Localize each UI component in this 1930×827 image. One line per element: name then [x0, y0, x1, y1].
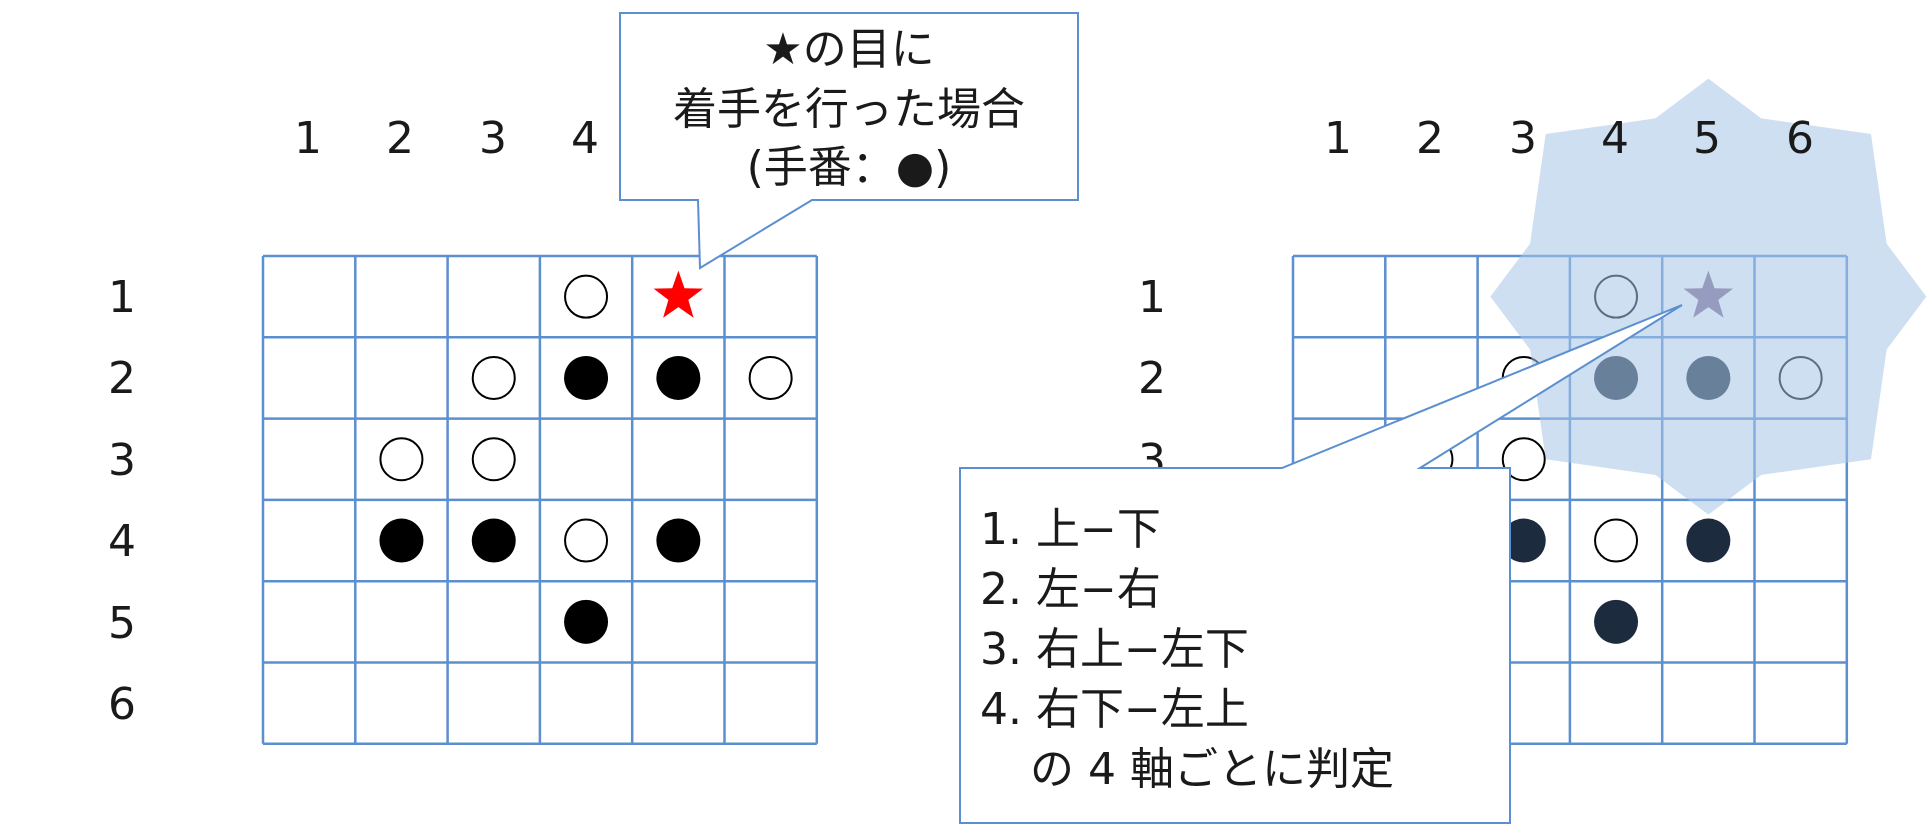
left-row-label-5: 5: [108, 598, 136, 649]
white-stone-icon: [471, 355, 516, 400]
left-stones: [379, 270, 793, 644]
right-row-label-1: 1: [1138, 272, 1166, 323]
left-board: 1 2 3 4 1 2 3 4 5 6: [108, 113, 819, 746]
left-col-label-3: 3: [479, 113, 507, 164]
left-grid: [261, 254, 819, 746]
left-callout-line-3: (手番：●): [747, 142, 952, 193]
right-col-label-4: 4: [1601, 113, 1629, 164]
right-column-labels: 1 2 3: [1324, 113, 1537, 164]
left-col-label-4: 4: [571, 113, 599, 164]
black-stone-icon: [564, 355, 609, 400]
left-callout-box: [619, 12, 1079, 270]
right-callout-line-1: 1. 上−下: [980, 504, 1161, 555]
right-column-labels-overlay: 4 5 6: [1601, 113, 1814, 164]
black-stone-icon: [656, 355, 701, 400]
left-row-label-1: 1: [108, 272, 136, 323]
left-row-labels: 1 2 3 4 5 6: [108, 272, 136, 730]
black-stone-icon: [471, 518, 516, 563]
white-stone-icon: [471, 437, 516, 482]
left-row-label-6: 6: [108, 679, 136, 730]
right-row-labels: 1 2 3: [1138, 272, 1166, 486]
star-icon: [653, 270, 704, 318]
right-col-label-1: 1: [1324, 113, 1352, 164]
right-callout-line-5: の 4 軸ごとに判定: [1030, 744, 1394, 795]
left-row-label-3: 3: [108, 435, 136, 486]
right-col-label-6: 6: [1786, 113, 1814, 164]
left-row-label-2: 2: [108, 353, 136, 404]
white-stone-icon: [564, 518, 609, 563]
black-stone-icon: [379, 518, 424, 563]
white-stone-icon: [1594, 518, 1639, 563]
right-row-label-2: 2: [1138, 353, 1166, 404]
right-callout-line-3: 3. 右上−左下: [980, 624, 1249, 675]
right-col-label-2: 2: [1416, 113, 1444, 164]
white-stone-icon: [748, 355, 793, 400]
left-callout-line-2: 着手を行った場合: [673, 84, 1025, 135]
right-callout: 1. 上−下 2. 左−右 3. 右上−左下 4. 右下−左上 の 4 軸ごとに…: [959, 304, 1683, 824]
right-callout-line-4: 4. 右下−左上: [980, 684, 1249, 735]
arrow-diagonal-nw-se-icon: [1524, 112, 1893, 481]
right-col-label-5: 5: [1693, 113, 1721, 164]
white-stone-icon: [564, 274, 609, 319]
left-callout-line-1: ★の目に: [763, 24, 934, 75]
white-stone-icon: [379, 437, 424, 482]
left-col-label-2: 2: [386, 113, 414, 164]
black-stone-icon: [1594, 599, 1639, 644]
left-col-label-1: 1: [294, 113, 322, 164]
black-stone-icon: [564, 599, 609, 644]
right-callout-box: [959, 304, 1683, 824]
black-stone-icon: [1686, 518, 1731, 563]
white-stone-icon: [1501, 437, 1546, 482]
black-stone-icon: [656, 518, 701, 563]
left-callout: ★の目に 着手を行った場合 (手番：●): [619, 12, 1079, 270]
right-callout-line-2: 2. 左−右: [980, 564, 1161, 615]
black-stone-icon: [1501, 518, 1546, 563]
left-column-labels: 1 2 3 4: [294, 113, 599, 164]
left-row-label-4: 4: [108, 516, 136, 567]
right-col-label-3: 3: [1509, 113, 1537, 164]
